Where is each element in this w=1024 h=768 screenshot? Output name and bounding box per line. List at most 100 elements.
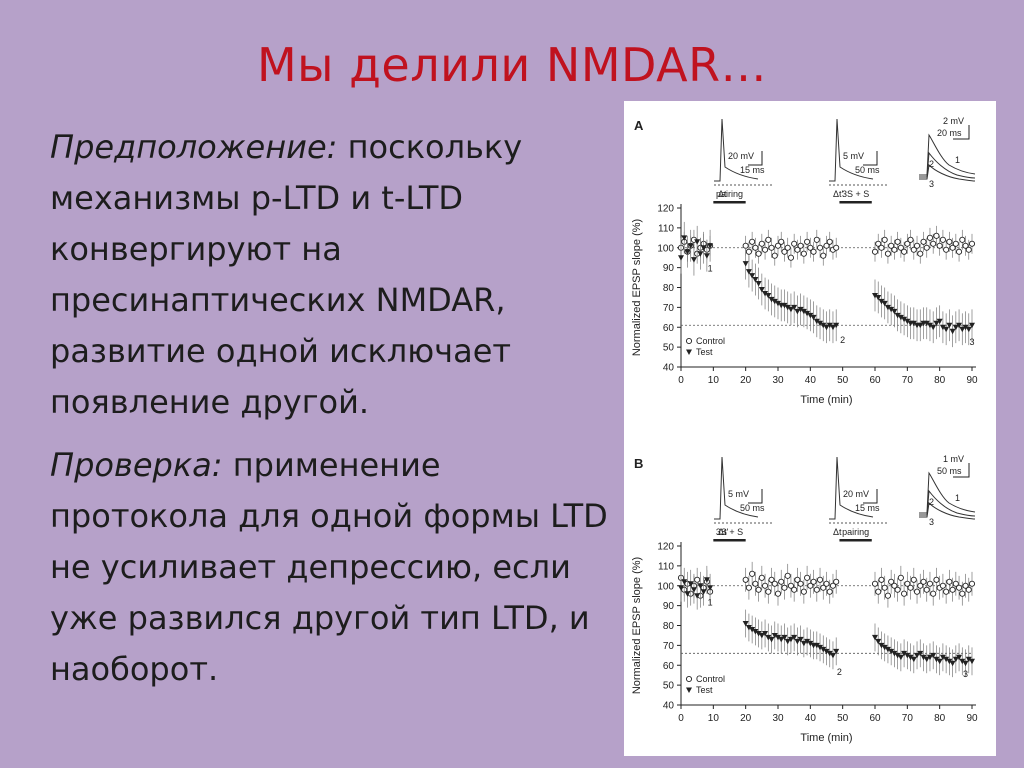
trace-inset: 20 mV 15 ms Δt bbox=[714, 118, 772, 199]
x-tick-label: 0 bbox=[678, 713, 684, 724]
x-tick-label: 80 bbox=[934, 375, 946, 386]
test-point bbox=[949, 660, 956, 667]
x-tick-label: 70 bbox=[902, 713, 914, 724]
test-point bbox=[703, 577, 710, 583]
x-axis-label: Time (min) bbox=[800, 732, 852, 744]
test-point bbox=[878, 298, 885, 305]
control-point bbox=[956, 248, 963, 255]
y-tick-label: 120 bbox=[657, 542, 674, 553]
control-point bbox=[749, 238, 756, 245]
test-point bbox=[930, 652, 937, 659]
test-point bbox=[939, 654, 946, 661]
control-point bbox=[778, 238, 785, 245]
y-tick-label: 50 bbox=[663, 681, 675, 692]
test-point bbox=[768, 636, 775, 643]
test-point bbox=[707, 243, 714, 249]
control-point bbox=[881, 584, 888, 591]
epsp-trace bbox=[919, 489, 976, 517]
test-point bbox=[797, 306, 804, 313]
test-point bbox=[829, 652, 836, 659]
control-point bbox=[745, 584, 752, 591]
test-point bbox=[765, 634, 772, 641]
test-point bbox=[943, 326, 950, 333]
control-point bbox=[965, 246, 972, 253]
control-point bbox=[765, 588, 772, 595]
trace-inset: 20 mV 15 ms Δt bbox=[829, 456, 887, 537]
x-axis-label: Time (min) bbox=[800, 394, 852, 406]
y-tick-label: 80 bbox=[663, 621, 675, 632]
control-point bbox=[797, 580, 804, 587]
control-point bbox=[829, 582, 837, 589]
y-tick-label: 80 bbox=[663, 283, 675, 294]
control-point bbox=[768, 244, 775, 251]
test-point bbox=[823, 324, 830, 331]
trace-label: 1 bbox=[955, 155, 960, 165]
epsp-trace bbox=[714, 456, 759, 520]
test-point bbox=[745, 624, 752, 631]
epsp-trace bbox=[829, 118, 874, 182]
delta-label: Δt' bbox=[833, 189, 844, 199]
slide-title: Мы делили NMDAR… bbox=[256, 38, 768, 92]
epsp-trace bbox=[714, 118, 759, 182]
control-point bbox=[810, 578, 817, 585]
test-point bbox=[684, 591, 691, 597]
epsp-trace bbox=[919, 163, 976, 182]
test-point bbox=[891, 308, 898, 315]
test-point bbox=[687, 581, 694, 587]
protocol-bar bbox=[713, 201, 746, 204]
delta-label: Δt bbox=[718, 189, 727, 199]
test-point bbox=[933, 320, 940, 327]
control-point bbox=[920, 238, 927, 245]
control-point bbox=[871, 248, 879, 255]
control-point bbox=[949, 586, 956, 593]
panel-b: B 40 50 60 70 80 90 100 110 120 0 10 20 30 40 50 60 70 80 9… bbox=[631, 454, 978, 744]
test-point bbox=[949, 328, 956, 335]
test-point bbox=[897, 314, 904, 321]
control-point bbox=[755, 250, 762, 257]
test-point bbox=[933, 656, 940, 663]
test-point bbox=[800, 640, 807, 647]
trace-label: 2 bbox=[929, 497, 934, 507]
control-point bbox=[926, 580, 934, 587]
test-point bbox=[875, 638, 882, 645]
test-point bbox=[917, 322, 924, 329]
test-point bbox=[926, 322, 933, 329]
control-point bbox=[904, 580, 911, 587]
test-point bbox=[694, 239, 701, 245]
epsp-trace bbox=[919, 133, 976, 176]
control-point bbox=[917, 250, 924, 257]
test-point bbox=[888, 306, 895, 313]
control-point bbox=[742, 242, 749, 249]
x-tick-label: 60 bbox=[869, 713, 881, 724]
control-point bbox=[943, 588, 950, 595]
test-point bbox=[833, 322, 840, 329]
scale-label: 2 mV bbox=[943, 116, 964, 126]
control-point bbox=[758, 240, 765, 247]
test-point bbox=[904, 318, 911, 325]
epsp-trace bbox=[919, 471, 976, 514]
delta-label: Δt bbox=[833, 527, 842, 537]
control-point bbox=[833, 244, 840, 251]
control-point bbox=[781, 584, 788, 591]
point-label: 2 bbox=[837, 667, 842, 677]
y-tick-label: 40 bbox=[663, 363, 675, 374]
trace-inset: 1 2 3 1 mV 50 ms bbox=[919, 454, 976, 527]
control-point bbox=[762, 246, 769, 253]
control-point bbox=[962, 582, 969, 589]
x-tick-label: 50 bbox=[837, 713, 849, 724]
point-label: 3 bbox=[969, 337, 974, 347]
test-point bbox=[956, 322, 963, 329]
y-tick-label: 70 bbox=[663, 641, 675, 652]
control-point bbox=[784, 244, 791, 251]
control-point bbox=[913, 242, 921, 249]
control-point bbox=[959, 236, 966, 243]
control-point bbox=[813, 236, 820, 243]
scale-label: 50 ms bbox=[855, 165, 880, 175]
test-point bbox=[807, 640, 814, 647]
test-point bbox=[775, 634, 781, 641]
hypothesis-lead: Предположение: bbox=[50, 128, 338, 166]
scale-bar bbox=[953, 125, 970, 140]
scale-label: 15 ms bbox=[740, 165, 765, 175]
legend-control-marker bbox=[685, 337, 693, 345]
